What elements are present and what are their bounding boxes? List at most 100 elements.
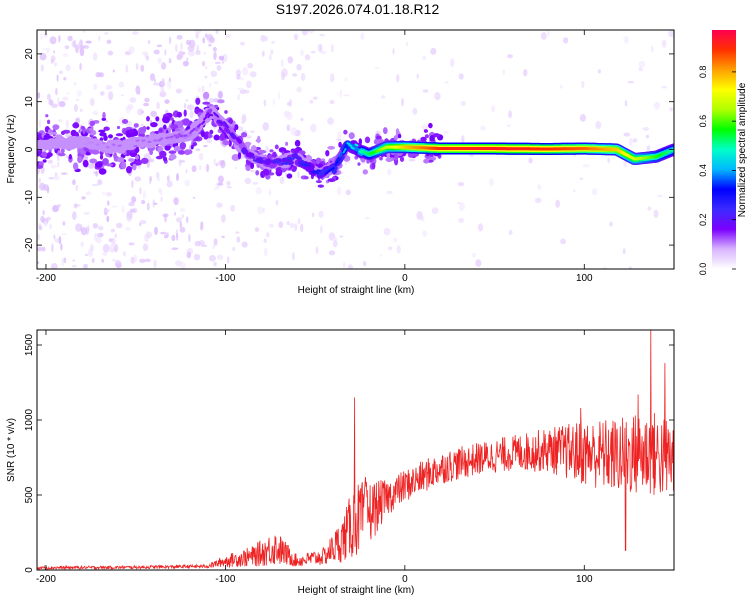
spectrogram-noise-mark [408,158,416,162]
spectrogram-noise-mark [226,256,230,264]
snr-frame [36,329,675,571]
spectrogram-noise-mark [217,254,224,260]
spectrogram-noise-mark [309,99,314,104]
spectrogram-noise-mark [183,103,187,109]
spectrogram-noise-mark [85,191,92,196]
spectrogram-noise-mark [153,202,158,205]
spectrogram-cluster-mark [57,152,66,157]
spectrogram-noise-mark [212,46,217,52]
spectrogram-noise-mark [263,238,267,243]
spectrogram-cluster-mark [159,150,167,158]
spectrogram-ridge-segment [233,134,238,139]
spectrogram-cluster-mark [424,134,429,139]
spectrogram-noise-mark [347,264,354,269]
spectrogram-ridge-segment [250,155,256,159]
spectrogram-noise-mark [280,59,284,68]
spectrogram-noise-mark [300,118,304,121]
spectrogram-noise-mark [360,32,365,41]
spectrogram-noise-mark [622,248,626,255]
spectrogram-noise-mark [43,221,48,227]
spectrogram-noise-mark [134,176,142,182]
spectrogram-noise-mark [343,262,346,268]
spectrogram-noise-mark [67,35,73,42]
spectrogram-noise-mark [153,82,160,86]
spectrogram-cluster-mark [115,133,124,137]
spectrogram-noise-mark [236,236,241,243]
spectrogram-noise-mark [406,41,408,47]
spectrogram-cluster-mark [338,141,342,148]
spectrogram-ridge-segment [350,146,355,150]
spectrogram-noise-mark [140,123,144,126]
spectrogram-noise-mark [383,227,391,236]
spectrogram-noise-mark [187,50,195,57]
spectrogram-noise-mark [336,138,342,141]
colorbar: 0.0 0.2 0.4 0.6 0.8 Normalized spectral ampl… [698,30,748,275]
spectrogram-noise-mark [48,99,54,106]
spectrogram-cluster-mark [348,132,355,140]
spectrogram-cluster-mark [237,151,242,160]
spectrogram-ridge-segment [247,152,255,158]
spectrogram-noise-mark [239,89,247,95]
spectrogram-noise-mark [149,158,155,163]
spectrogram-noise-mark [638,67,643,72]
spectrogram-noise-mark [269,53,272,61]
spectrogram-noise-mark [76,90,82,97]
spectrogram-ridge-segment [348,144,353,148]
spectrogram-noise-mark [506,124,511,127]
spectrogram-noise-mark [203,145,208,147]
spectrogram-noise-mark [320,50,327,55]
spectrogram-cluster-mark [202,91,210,99]
spectrogram-noise-mark [315,246,319,255]
spectrogram-noise-mark [537,184,542,190]
spectrogram-noise-mark [246,80,252,89]
spectrogram-noise-mark [54,62,58,67]
spectrogram-noise-mark [72,39,77,48]
spectrogram-noise-mark [157,57,163,64]
spectrogram-noise-mark [297,218,301,225]
spectrogram-noise-mark [507,54,513,59]
spectrogram-ridge-segment [354,143,359,147]
spectrogram-noise-mark [47,159,53,164]
spectrogram-noise-mark [286,221,290,225]
spectrogram-ridge-segment [213,114,222,123]
spectrogram-cluster-mark [176,111,182,118]
spectrogram-noise-mark [431,207,439,215]
spectrogram-noise-mark [106,192,112,197]
spectrogram-cluster-mark [146,116,150,122]
spectrogram-ridge-segment [346,142,351,146]
spectrogram-noise-mark [65,154,69,159]
spectrogram-noise-mark [63,77,67,81]
spectrogram-noise-mark [330,43,334,53]
spectrogram-noise-mark [72,259,76,262]
spectrogram-cluster-mark [101,117,107,121]
spectrogram-noise-mark [579,114,587,122]
spectrogram-noise-mark [136,89,141,95]
spectrogram-noise-mark [327,117,334,125]
snr-y-tick-label: 1500 [24,333,35,356]
spectrogram-noise-mark [192,196,196,199]
spectrogram-noise-mark [199,164,202,171]
spectrogram-cluster-mark [47,129,53,134]
spectrogram-noise-mark [647,206,652,211]
spectrogram-noise-mark [186,251,191,259]
spectrogram-noise-mark [164,49,167,56]
spectrogram-noise-mark [137,108,144,116]
spectrogram-noise-mark [87,248,93,258]
spectrogram-noise-mark [118,81,125,88]
spectrogram-noise-mark [646,145,651,151]
spectrogram-noise-mark [234,166,238,170]
spectrogram-noise-mark [310,123,317,133]
spectrogram-noise-mark [150,110,158,117]
spectrogram-noise-mark [241,114,247,123]
spectrogram-noise-mark [37,92,41,99]
spectrogram-noise-mark [152,199,155,208]
spectrogram-noise-mark [220,159,226,169]
spectrogram-noise-mark [157,118,164,127]
spectrogram-noise-mark [232,246,236,252]
spectrogram-noise-mark [93,232,99,242]
spectrogram-noise-mark [508,110,512,119]
spectrogram-noise-mark [581,80,585,89]
spectrogram-cluster-mark [117,157,125,163]
spectrogram-noise-mark [176,217,182,223]
spectrogram-noise-mark [153,49,160,55]
